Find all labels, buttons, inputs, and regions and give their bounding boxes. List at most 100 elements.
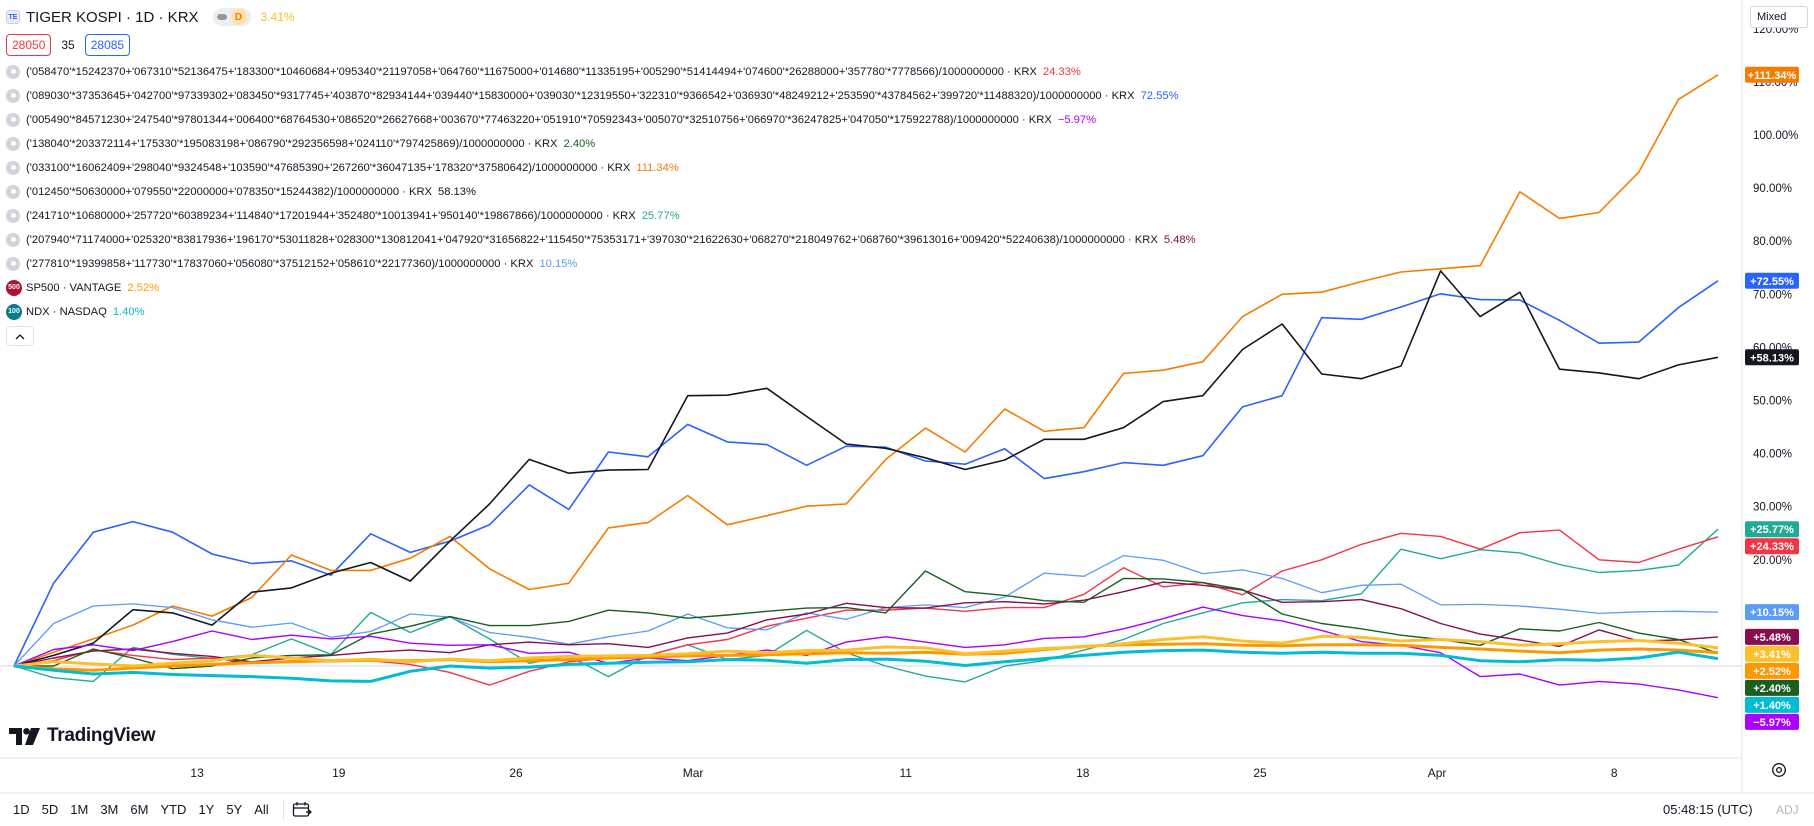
symbol-title[interactable]: TIGER KOSPI · 1D · KRX <box>26 8 199 26</box>
symbol-change: 3.41% <box>260 10 295 24</box>
legend-row[interactable]: 100 NDX · NASDAQ 1.40% <box>6 302 145 321</box>
x-tick-label: 26 <box>509 766 523 780</box>
sell-price-button[interactable]: 28050 <box>6 34 52 56</box>
svg-text:+3.41%: +3.41% <box>1753 649 1791 661</box>
tradingview-logo[interactable]: TradingView <box>9 725 156 747</box>
legend-row-change: 2.52% <box>127 281 160 294</box>
timeframe-3m-button[interactable]: 3M <box>100 802 119 817</box>
main-symbol-row[interactable]: TE TIGER KOSPI · 1D · KRX D 3.41% <box>6 7 295 27</box>
legend-row[interactable]: ('089030'*37353645+'042700'*97339302+'08… <box>6 86 1179 105</box>
last-value-label: +2.52% <box>1745 662 1799 679</box>
last-value-label: +25.77% <box>1745 521 1799 538</box>
legend-row-change: 24.33% <box>1042 65 1081 78</box>
x-tick-label: 18 <box>1076 766 1090 780</box>
legend-row[interactable]: ('033100'*16062409+'298040'*9324548+'103… <box>6 158 679 177</box>
eye-icon[interactable] <box>6 136 20 151</box>
toggle-d-label: D <box>230 9 247 25</box>
eye-icon[interactable] <box>6 208 20 223</box>
series-line[interactable] <box>13 554 1719 667</box>
legend-row-change: 58.13% <box>438 185 476 198</box>
legend-row[interactable]: ('241710'*10680000+'257720'*60389234+'11… <box>6 206 680 225</box>
series-line[interactable] <box>13 634 1719 668</box>
last-value-label: +72.55% <box>1745 272 1799 289</box>
x-tick-label: Apr <box>1428 766 1447 780</box>
series-line[interactable] <box>13 648 1719 683</box>
series-badge-icon: 500 <box>6 279 22 296</box>
x-tick-label: 25 <box>1253 766 1267 780</box>
legend-row[interactable]: ('058470'*15242370+'067310'*52136475+'18… <box>6 62 1081 81</box>
y-tick-label: 40.00% <box>1753 449 1792 461</box>
quote-row: 28050 35 28085 <box>6 34 131 56</box>
eye-icon[interactable] <box>6 256 20 271</box>
series-line[interactable] <box>13 642 1719 672</box>
svg-text:+1.40%: +1.40% <box>1753 700 1791 712</box>
scale-mode-select[interactable]: Mixed <box>1750 6 1808 28</box>
legend-row-name: ('207940'*71174000+'025320'*83817936+'19… <box>26 233 1158 246</box>
adjust-toggle[interactable]: ADJ <box>1776 802 1799 817</box>
series-line[interactable] <box>13 606 1719 699</box>
legend-row[interactable]: ('138040'*203372114+'175330'*195083198+'… <box>6 134 595 153</box>
last-value-label: −5.97% <box>1745 713 1799 730</box>
y-axis: 20.00%30.00%40.00%50.00%60.00%70.00%80.0… <box>1753 24 1798 567</box>
timeframe-6m-button[interactable]: 6M <box>130 802 149 817</box>
timeframe-1y-button[interactable]: 1Y <box>198 802 215 817</box>
last-value-label: +1.40% <box>1745 696 1799 713</box>
toolbar-divider <box>282 799 284 820</box>
svg-text:+2.52%: +2.52% <box>1753 666 1791 678</box>
legend-row-change: 1.40% <box>112 305 145 318</box>
chevron-up-icon <box>15 333 25 339</box>
timeframe-all-button[interactable]: All <box>254 802 269 817</box>
series-line[interactable] <box>13 270 1719 667</box>
legend-row-change: −5.97% <box>1057 113 1097 126</box>
y-tick-label: 30.00% <box>1753 502 1792 514</box>
utc-clock[interactable]: 05:48:15 (UTC) <box>1663 802 1753 817</box>
date-range-icon[interactable] <box>292 801 312 819</box>
svg-text:+10.15%: +10.15% <box>1750 607 1794 619</box>
y-tick-label: 100.00% <box>1753 130 1798 142</box>
y-tick-label: 20.00% <box>1753 555 1792 567</box>
svg-text:+25.77%: +25.77% <box>1750 524 1794 536</box>
svg-text:+5.48%: +5.48% <box>1753 632 1791 644</box>
legend-row-name: ('005490'*84571230+'247540'*97801344+'00… <box>26 113 1052 126</box>
legend-row[interactable]: ('207940'*71174000+'025320'*83817936+'19… <box>6 230 1196 249</box>
timeframe-5d-button[interactable]: 5D <box>41 802 59 817</box>
tradingview-logo-icon <box>9 727 40 745</box>
y-tick-label: 70.00% <box>1753 289 1792 301</box>
eye-icon[interactable] <box>6 112 20 127</box>
series-line[interactable] <box>13 280 1719 667</box>
legend-row-name: ('058470'*15242370+'067310'*52136475+'18… <box>26 65 1037 78</box>
svg-text:+2.40%: +2.40% <box>1753 683 1791 695</box>
eye-icon[interactable] <box>6 184 20 199</box>
last-value-label: +111.34% <box>1745 66 1799 83</box>
eye-icon[interactable] <box>6 160 20 175</box>
legend-row-change: 10.15% <box>539 257 578 270</box>
bottom-toolbar: 1D 5D 1M 3M 6M YTD 1Y 5Y All 05:48:15 (UTC) ADJ <box>0 793 1814 826</box>
legend-row-name: ('241710'*10680000+'257720'*60389234+'11… <box>26 209 636 222</box>
eye-icon[interactable] <box>6 232 20 247</box>
legend-row[interactable]: 500 SP500 · VANTAGE 2.52% <box>6 278 159 297</box>
timeframe-1d-button[interactable]: 1D <box>13 802 30 817</box>
x-tick-label: 19 <box>332 766 346 780</box>
symbol-icon: TE <box>6 10 20 24</box>
buy-price-button[interactable]: 28085 <box>84 34 131 56</box>
y-tick-label: 90.00% <box>1753 183 1792 195</box>
series-badge-icon: 100 <box>6 303 22 320</box>
timeframe-5y-button[interactable]: 5Y <box>226 802 243 817</box>
legend-row[interactable]: ('012450'*50630000+'079550'*22000000+'07… <box>6 182 476 201</box>
eye-icon[interactable] <box>6 88 20 103</box>
series-line[interactable] <box>13 74 1719 667</box>
svg-text:−5.97%: −5.97% <box>1753 717 1791 729</box>
collapse-legend-button[interactable] <box>6 326 34 346</box>
toggle-knob-icon <box>216 14 227 20</box>
visibility-toggle[interactable]: D <box>212 8 251 26</box>
legend-row-name: NDX · NASDAQ <box>26 305 107 318</box>
tradingview-logo-text: TradingView <box>47 725 156 746</box>
eye-icon[interactable] <box>6 64 20 79</box>
legend-row[interactable]: ('277810'*19399858+'117730'*17837060+'05… <box>6 254 577 273</box>
legend-row[interactable]: ('005490'*84571230+'247540'*97801344+'00… <box>6 110 1096 129</box>
timeframe-ytd-button[interactable]: YTD <box>160 802 187 817</box>
y-tick-label: 50.00% <box>1753 396 1792 408</box>
chart-settings-icon[interactable] <box>1770 761 1788 779</box>
timeframe-1m-button[interactable]: 1M <box>70 802 89 817</box>
